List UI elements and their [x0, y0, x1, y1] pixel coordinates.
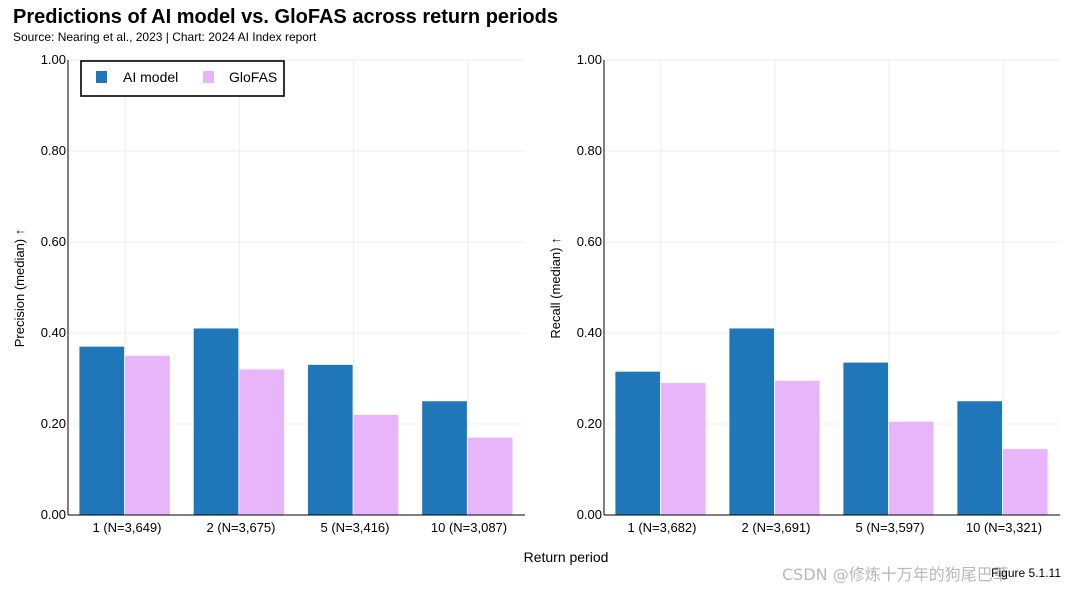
recall-bar-ai-model — [729, 328, 774, 515]
recall-chart: 0.00 0.20 0.40 0.60 0.80 1.00 1 (N=3,682… — [548, 52, 1060, 535]
precision-bar-ai-model — [422, 401, 467, 515]
recall-bar-glofas — [889, 421, 934, 515]
watermark: CSDN @修炼十万年的狗尾巴草 — [782, 565, 1009, 584]
recall-ytick-label: 0.80 — [577, 143, 602, 158]
recall-xtick-label: 2 (N=3,691) — [741, 520, 810, 535]
precision-xtick-label: 2 (N=3,675) — [206, 520, 275, 535]
recall-bar-ai-model — [843, 362, 888, 515]
recall-bar-ai-model — [957, 401, 1002, 515]
precision-ytick-label: 0.20 — [41, 416, 66, 431]
legend-label-ai-model: AI model — [123, 69, 178, 85]
recall-bar-glofas — [1003, 449, 1048, 515]
recall-y-axis-label: Recall (median) ↑ — [548, 237, 563, 338]
recall-ytick-label: 0.40 — [577, 325, 602, 340]
legend-swatch-ai-model — [96, 71, 107, 83]
precision-xtick-label: 1 (N=3,649) — [92, 520, 161, 535]
precision-ytick-label: 0.80 — [41, 143, 66, 158]
precision-xtick-label: 10 (N=3,087) — [431, 520, 507, 535]
precision-ytick-label: 0.60 — [41, 234, 66, 249]
legend: AI model GloFAS — [80, 60, 285, 97]
precision-y-ticks: 0.00 0.20 0.40 0.60 0.80 1.00 — [41, 52, 66, 522]
precision-xtick-label: 5 (N=3,416) — [320, 520, 389, 535]
precision-bar-ai-model — [307, 364, 353, 515]
legend-swatch-glofas — [203, 71, 214, 83]
precision-bar-ai-model — [79, 346, 125, 515]
recall-bars — [615, 328, 1048, 515]
chart-subtitle: Source: Nearing et al., 2023 | Chart: 20… — [13, 30, 317, 44]
recall-bar-glofas — [775, 380, 820, 515]
precision-ytick-label: 0.40 — [41, 325, 66, 340]
recall-xtick-label: 1 (N=3,682) — [627, 520, 696, 535]
recall-y-ticks: 0.00 0.20 0.40 0.60 0.80 1.00 — [577, 52, 602, 522]
precision-bar-glofas — [467, 437, 513, 515]
precision-ytick-label: 1.00 — [41, 52, 66, 67]
recall-x-ticks: 1 (N=3,682) 2 (N=3,691) 5 (N=3,597) 10 (… — [627, 520, 1042, 535]
recall-ytick-label: 0.60 — [577, 234, 602, 249]
chart-title: Predictions of AI model vs. GloFAS acros… — [13, 6, 558, 28]
figure-label: Figure 5.1.11 — [991, 566, 1061, 580]
precision-bar-glofas — [353, 414, 399, 515]
legend-box — [80, 60, 285, 97]
recall-xtick-label: 10 (N=3,321) — [966, 520, 1042, 535]
recall-xtick-label: 5 (N=3,597) — [855, 520, 924, 535]
precision-bar-glofas — [239, 369, 285, 515]
recall-ytick-label: 0.00 — [577, 507, 602, 522]
precision-ytick-label: 0.00 — [41, 507, 66, 522]
precision-y-axis-label: Precision (median) ↑ — [12, 229, 27, 348]
recall-bar-ai-model — [615, 371, 660, 515]
precision-bar-ai-model — [193, 328, 239, 515]
precision-bars — [79, 328, 513, 515]
precision-x-ticks: 1 (N=3,649) 2 (N=3,675) 5 (N=3,416) 10 (… — [92, 520, 507, 535]
recall-ytick-label: 0.20 — [577, 416, 602, 431]
recall-bar-glofas — [661, 383, 706, 515]
legend-label-glofas: GloFAS — [229, 69, 277, 85]
precision-chart: 0.00 0.20 0.40 0.60 0.80 1.00 1 (N=3,649… — [12, 52, 525, 535]
recall-ytick-label: 1.00 — [577, 52, 602, 67]
precision-bar-glofas — [125, 355, 170, 515]
x-axis-label: Return period — [524, 549, 609, 565]
